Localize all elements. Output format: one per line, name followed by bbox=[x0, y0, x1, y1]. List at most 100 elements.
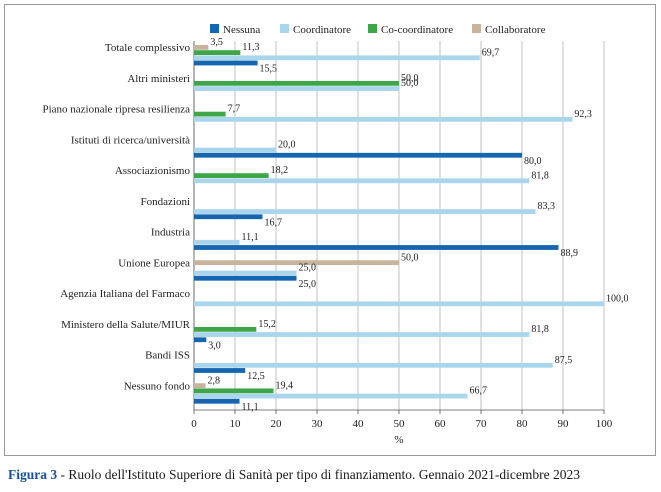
data-label: 2,8 bbox=[207, 375, 220, 386]
data-label: 25,0 bbox=[299, 263, 317, 274]
bar-coordinatore bbox=[194, 301, 604, 307]
category-label: Unione Europea bbox=[118, 257, 190, 269]
data-label: 25,0 bbox=[299, 279, 317, 290]
x-tick-label: 80 bbox=[517, 418, 529, 430]
bar-co-coordinatore bbox=[194, 388, 274, 394]
bar-co-coordinatore bbox=[194, 111, 226, 117]
bar-coordinatore bbox=[194, 178, 530, 184]
bar-co-coordinatore bbox=[194, 80, 399, 86]
data-label: 16,7 bbox=[264, 217, 282, 228]
legend: Nessuna Coordinatore Co-coordinatore Collab… bbox=[210, 24, 546, 36]
data-label: 50,0 bbox=[401, 73, 419, 84]
chart-frame bbox=[4, 4, 656, 456]
data-label: 81,8 bbox=[531, 170, 549, 181]
data-label: 92,3 bbox=[574, 109, 592, 120]
data-label: 88,9 bbox=[560, 248, 578, 259]
figure-caption: Figura 3 - Ruolo dell'Istituto Superiore… bbox=[8, 467, 580, 483]
grid-lines bbox=[193, 41, 605, 414]
x-tick-label: 90 bbox=[558, 418, 570, 430]
data-label: 12,5 bbox=[247, 371, 265, 382]
legend-swatch bbox=[368, 24, 377, 33]
bar-nessuna bbox=[194, 368, 246, 373]
bar-coordinatore bbox=[194, 209, 536, 214]
category-label: Bandi ISS bbox=[145, 350, 190, 362]
category-label: Fondazioni bbox=[141, 196, 191, 208]
data-label: 15,2 bbox=[258, 319, 276, 330]
legend-label: Coordinatore bbox=[293, 24, 351, 36]
bar-nessuna bbox=[194, 152, 522, 158]
data-label: 18,2 bbox=[271, 165, 289, 176]
bar-co-coordinatore bbox=[194, 50, 241, 55]
bar-coordinatore bbox=[194, 270, 297, 276]
legend-label: Collaboratore bbox=[485, 24, 546, 36]
data-label: 7,7 bbox=[228, 104, 241, 115]
bar-nessuna bbox=[194, 245, 559, 250]
bar-co-coordinatore bbox=[194, 173, 269, 178]
x-tick-label: 10 bbox=[230, 418, 242, 430]
data-label: 69,7 bbox=[482, 47, 500, 58]
bar-coordinatore bbox=[194, 332, 530, 337]
bar-nessuna bbox=[194, 60, 258, 66]
data-label: 3,5 bbox=[210, 37, 223, 48]
bar-collaboratore bbox=[194, 260, 399, 266]
category-label: Piano nazionale ripresa resilienza bbox=[42, 104, 190, 116]
data-label: 66,7 bbox=[469, 386, 487, 397]
data-label: 11,3 bbox=[242, 42, 259, 53]
data-label: 11,1 bbox=[242, 232, 259, 243]
data-label: 3,0 bbox=[208, 340, 221, 351]
data-label: 11,1 bbox=[242, 402, 259, 413]
x-axis-label: % bbox=[394, 434, 403, 446]
data-label: 20,0 bbox=[278, 140, 296, 151]
data-label: 15,5 bbox=[260, 64, 278, 75]
bar-collaboratore bbox=[194, 383, 206, 389]
x-tick-label: 30 bbox=[312, 418, 324, 430]
category-label: Industria bbox=[151, 227, 190, 239]
x-tick-label: 60 bbox=[435, 418, 447, 430]
category-label: Associazionismo bbox=[115, 165, 191, 177]
bar-chart: 3,5 11,3 69,715,550,050,07,7 92,320,080,018… bbox=[42, 24, 629, 446]
legend-label: Nessuna bbox=[223, 24, 260, 36]
data-label: 83,3 bbox=[538, 201, 556, 212]
category-label: Nessuno fondo bbox=[124, 380, 191, 392]
figure-number: Figura 3 bbox=[8, 467, 58, 482]
x-tick-label: 50 bbox=[394, 418, 406, 430]
bar-coordinatore bbox=[194, 116, 573, 122]
data-label: 81,8 bbox=[531, 324, 549, 335]
bar-coordinatore bbox=[194, 362, 553, 368]
bar-coordinatore bbox=[194, 147, 276, 153]
bar-collaboratore bbox=[194, 45, 209, 50]
category-label: Altri ministeri bbox=[127, 73, 190, 85]
bar-coordinatore bbox=[194, 86, 399, 91]
bar-nessuna bbox=[194, 214, 263, 220]
data-label: 50,0 bbox=[401, 252, 419, 263]
data-label: 100,0 bbox=[606, 293, 629, 304]
bar-nessuna bbox=[194, 275, 297, 281]
legend-swatch bbox=[210, 24, 219, 33]
category-label: Agenzia Italiana del Farmaco bbox=[60, 288, 190, 300]
x-tick-label: 100 bbox=[596, 418, 613, 430]
bar-coordinatore bbox=[194, 55, 480, 61]
legend-swatch bbox=[280, 24, 289, 33]
x-tick-label: 0 bbox=[191, 418, 197, 430]
data-label: 19,4 bbox=[276, 380, 294, 391]
category-label: Istituti di ricerca/università bbox=[71, 134, 190, 146]
data-labels: 3,5 11,3 69,715,550,050,07,7 92,320,080,018… bbox=[207, 37, 628, 413]
caption-text: - Ruolo dell'Istituto Superiore di Sanit… bbox=[57, 467, 580, 482]
category-label: Totale complessivo bbox=[105, 42, 191, 54]
data-label: 50,0 bbox=[401, 78, 419, 89]
legend-swatch bbox=[472, 24, 481, 33]
data-label: 80,0 bbox=[524, 156, 542, 167]
bar-nessuna bbox=[194, 337, 207, 343]
legend-label: Co-coordinatore bbox=[381, 24, 453, 36]
bar-co-coordinatore bbox=[194, 326, 257, 332]
data-label: 87,5 bbox=[555, 355, 573, 366]
x-tick-label: 70 bbox=[476, 418, 488, 430]
bar-nessuna bbox=[194, 398, 240, 404]
category-labels: Totale complessivo Altri ministeri Piano n… bbox=[42, 42, 190, 392]
x-tick-label: 20 bbox=[271, 418, 283, 430]
category-label: Ministero della Salute/MIUR bbox=[61, 319, 191, 331]
bar-coordinatore bbox=[194, 239, 240, 245]
bars bbox=[194, 45, 604, 404]
x-tick-labels: 0 10 20 30 40 50 60 70 80 90 100 bbox=[191, 418, 613, 430]
x-tick-label: 40 bbox=[353, 418, 365, 430]
